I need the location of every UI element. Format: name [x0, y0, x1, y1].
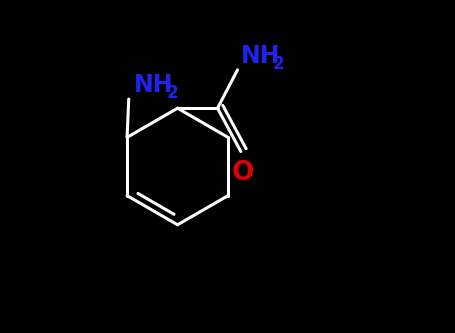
Text: NH: NH — [134, 73, 173, 97]
Text: 2: 2 — [273, 55, 284, 73]
Text: 2: 2 — [167, 84, 179, 103]
Text: NH: NH — [241, 44, 280, 68]
Text: O: O — [231, 160, 254, 186]
